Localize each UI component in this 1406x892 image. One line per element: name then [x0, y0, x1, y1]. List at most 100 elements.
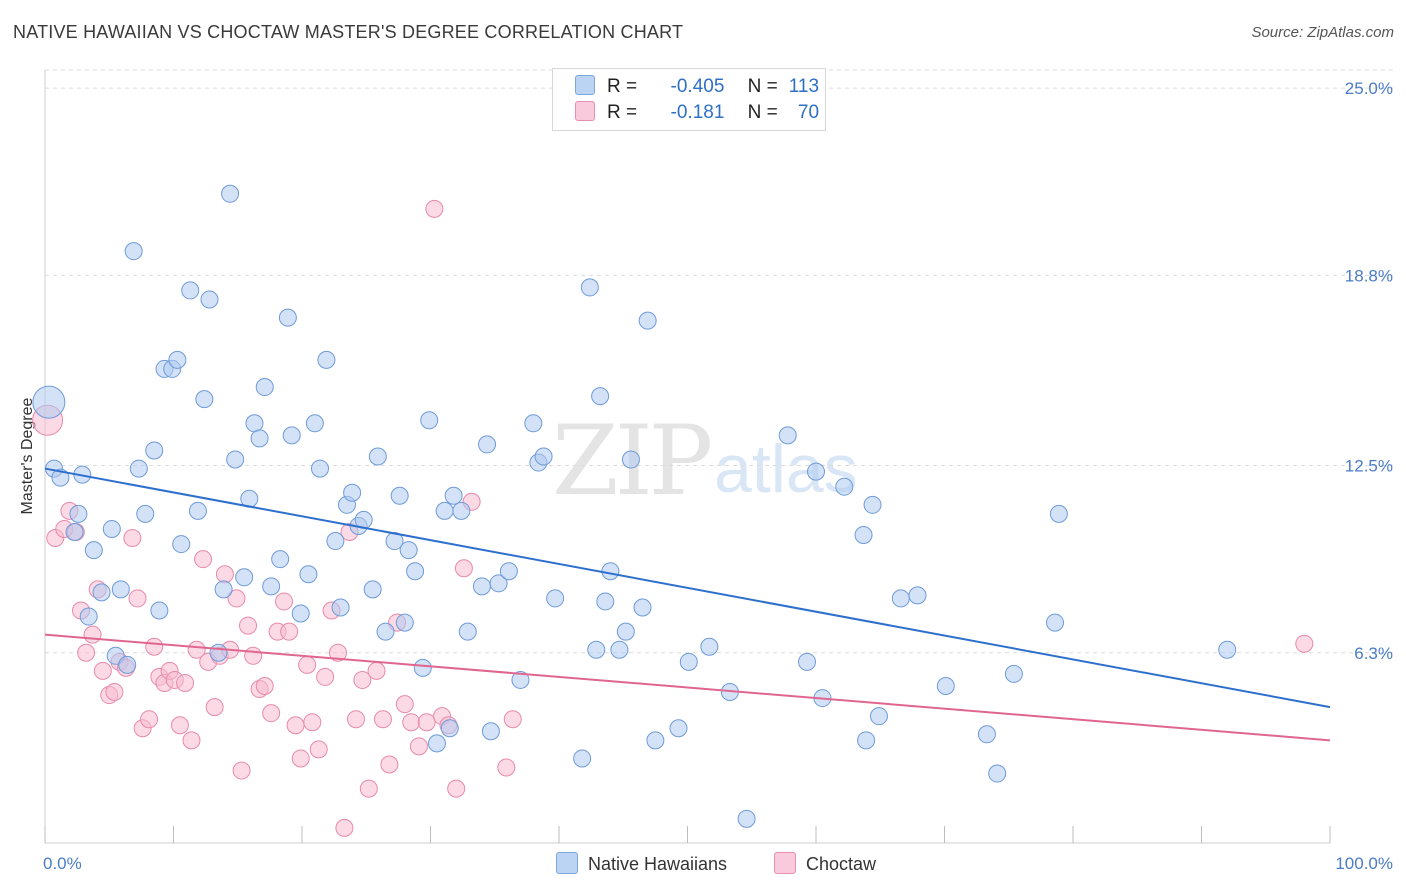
- native-hawaiian-point: [69, 504, 88, 523]
- choctaw-point: [373, 710, 392, 729]
- x-tick-labels: 0.0% 100.0%: [43, 854, 1393, 873]
- legend-r-label: R =: [607, 76, 638, 97]
- native-hawaiian-point: [305, 414, 324, 433]
- y-tick-label: 25.0%: [1345, 79, 1393, 98]
- native-hawaiian-point: [580, 278, 599, 297]
- trend-lines: [44, 467, 1331, 742]
- x-tick-label-min: 0.0%: [43, 854, 82, 873]
- native-hawaiian-point: [413, 658, 432, 677]
- native-hawaiian-point: [235, 568, 254, 587]
- legend-n-label: N =: [747, 76, 778, 97]
- choctaw-points: [32, 199, 1314, 837]
- native-hawaiian-point: [807, 462, 825, 481]
- native-hawaiian-point: [118, 655, 137, 674]
- bottom-legend-swatch-pink: [774, 852, 796, 874]
- native-hawaiian-point: [310, 459, 329, 478]
- native-hawaiian-point: [195, 390, 214, 409]
- native-hawaiian-point: [988, 764, 1007, 783]
- native-hawaiian-point: [591, 387, 610, 406]
- choctaw-point: [140, 710, 159, 729]
- choctaw-point: [298, 655, 317, 674]
- native-hawaiian-point: [534, 447, 553, 466]
- chart-title: NATIVE HAWAIIAN VS CHOCTAW MASTER'S DEGR…: [13, 22, 684, 42]
- native-hawaiian-point: [891, 589, 910, 608]
- native-hawaiian-point: [226, 450, 245, 469]
- native-hawaiian-point: [343, 483, 362, 502]
- choctaw-point: [367, 661, 386, 680]
- native-hawaiian-point: [145, 441, 164, 460]
- native-hawaiian-point: [621, 450, 640, 469]
- choctaw-point: [353, 670, 372, 689]
- y-tick-label: 6.3%: [1354, 644, 1393, 663]
- legend-swatch-blue: [575, 75, 595, 95]
- choctaw-point: [346, 710, 365, 729]
- native-hawaiian-point: [524, 414, 543, 433]
- native-hawaiian-point: [278, 308, 297, 327]
- bottom-legend-label-1: Native Hawaiians: [588, 854, 728, 874]
- native-hawaiian-point: [32, 385, 66, 419]
- native-hawaiian-point: [420, 411, 439, 430]
- choctaw-point: [335, 818, 354, 837]
- native-hawaiian-point: [633, 598, 652, 617]
- native-hawaiian-point: [1004, 664, 1023, 683]
- choctaw-point: [303, 713, 322, 732]
- native-hawaiian-point: [977, 725, 996, 744]
- native-hawaiian-point: [638, 311, 657, 330]
- legend-r-label-2: R =: [607, 102, 638, 123]
- native-hawaiian-point: [616, 622, 635, 641]
- choctaw-point: [255, 676, 274, 695]
- native-hawaiian-point: [936, 676, 955, 695]
- native-hawaiian-point: [700, 637, 719, 656]
- choctaw-point: [244, 646, 263, 665]
- native-hawaiian-point: [271, 550, 290, 569]
- legend-swatch-pink: [575, 101, 595, 121]
- bottom-legend-native-hawaiians: Native Hawaiians: [556, 852, 727, 875]
- choctaw-point: [280, 622, 299, 641]
- native-hawaiian-point: [546, 589, 565, 608]
- native-hawaiian-point: [406, 562, 425, 581]
- native-hawaiian-point: [587, 640, 606, 659]
- grid-lines: [45, 69, 1396, 654]
- native-hawaiian-point: [857, 731, 876, 750]
- native-hawaiian-point: [214, 580, 233, 599]
- native-hawaiian-point: [869, 707, 888, 726]
- native-hawaiian-point: [908, 586, 927, 605]
- choctaw-point: [417, 713, 436, 732]
- native-hawaiian-point: [478, 435, 497, 454]
- native-hawaiian-point: [835, 477, 854, 496]
- native-hawaiian-point: [440, 719, 459, 738]
- native-hawaiian-point: [291, 604, 310, 623]
- choctaw-point: [194, 550, 213, 569]
- native-hawaiian-point: [1218, 640, 1237, 659]
- native-hawaiian-point: [458, 622, 477, 641]
- choctaw-point: [447, 779, 466, 798]
- legend-row-native-hawaiians: R = -0.405 N = 113: [575, 75, 819, 99]
- choctaw-point: [170, 716, 189, 735]
- native-hawaiian-point: [51, 468, 70, 487]
- native-hawaiian-point: [390, 486, 409, 505]
- choctaw-point: [232, 761, 251, 780]
- choctaw-point: [187, 640, 206, 659]
- native-hawaiian-point: [262, 577, 281, 596]
- choctaw-point: [227, 589, 246, 608]
- native-hawaiian-point: [331, 598, 350, 617]
- choctaw-point: [83, 625, 102, 644]
- choctaw-point: [123, 529, 142, 548]
- y-tick-labels: 6.3% 12.5% 18.8% 25.0%: [1345, 79, 1393, 663]
- native-hawaiian-point: [129, 459, 148, 478]
- native-hawaiian-point: [209, 643, 228, 662]
- native-hawaiian-point: [499, 562, 518, 581]
- choctaw-point: [402, 713, 421, 732]
- native-hawaiian-point: [395, 613, 414, 632]
- native-hawaiian-point: [363, 580, 382, 599]
- choctaw-point: [182, 731, 201, 750]
- y-axis-label: Master's Degree: [19, 397, 36, 514]
- native-hawaiian-point: [245, 414, 264, 433]
- native-hawaiian-point: [1049, 504, 1068, 523]
- native-hawaiian-point: [481, 722, 500, 741]
- choctaw-trend-line: [44, 633, 1331, 742]
- native-hawaiian-point: [136, 504, 155, 523]
- legend: R = -0.405 N = 113 R = -0.181 N = 70: [552, 68, 826, 131]
- native-hawaiian-point: [778, 426, 797, 445]
- native-hawaiian-point: [326, 532, 345, 551]
